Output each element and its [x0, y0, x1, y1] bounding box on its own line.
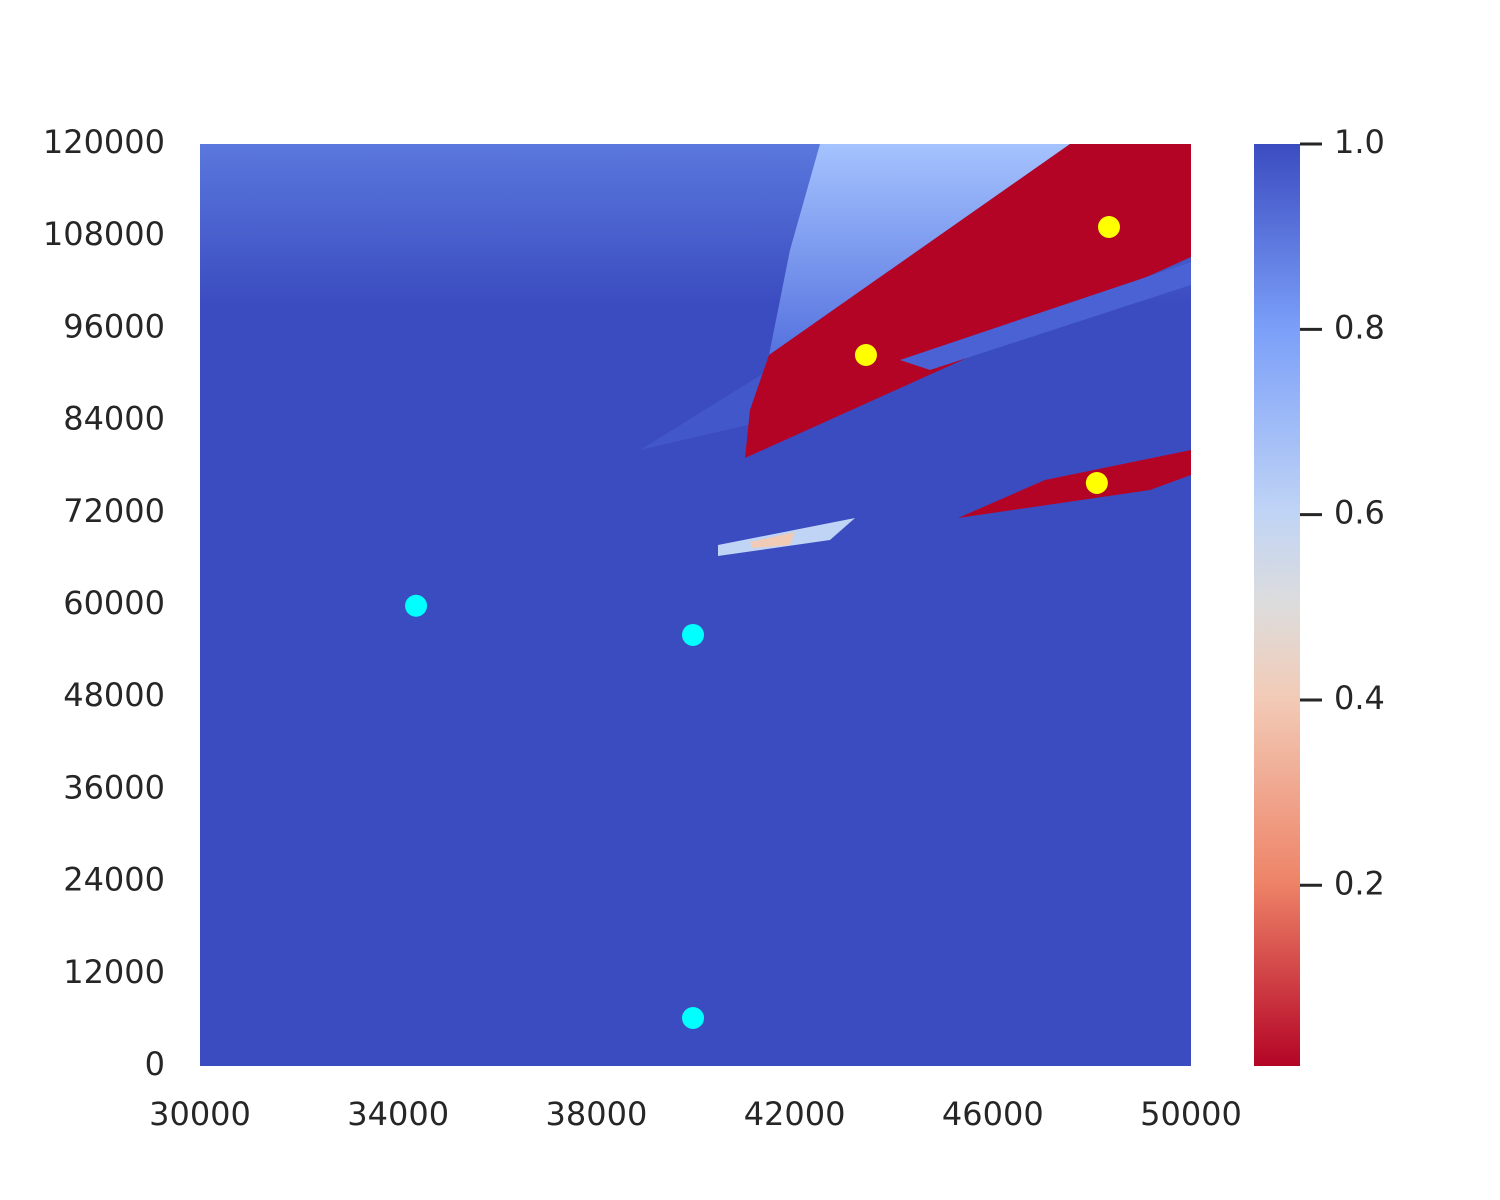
- x-tick-label: 46000: [942, 1095, 1044, 1133]
- x-tick-label: 38000: [546, 1095, 648, 1133]
- x-tick-label: 34000: [347, 1095, 449, 1133]
- point: [682, 623, 705, 646]
- y-tick-label: 24000: [63, 861, 165, 899]
- point: [1085, 471, 1108, 494]
- colorbar-tick-label: 1.0: [1334, 123, 1385, 161]
- y-tick-label: 48000: [63, 676, 165, 714]
- y-tick-label: 12000: [63, 953, 165, 991]
- y-tick-label: 120000: [43, 123, 165, 161]
- colorbar-tick-label: 0.2: [1334, 864, 1385, 902]
- x-tick-label: 50000: [1140, 1095, 1242, 1133]
- y-tick-label: 108000: [43, 215, 165, 253]
- colorbar-tick-label: 0.4: [1334, 679, 1385, 717]
- colorbar-tick-label: 0.6: [1334, 494, 1385, 532]
- colorbar-tick-label: 0.8: [1334, 308, 1385, 346]
- colorbar: [1254, 144, 1300, 1066]
- x-tick-label: 30000: [149, 1095, 251, 1133]
- point: [854, 343, 877, 366]
- y-tick-label: 0: [145, 1045, 165, 1083]
- decision-surface: [200, 144, 1191, 1066]
- point: [682, 1006, 705, 1029]
- y-tick-label: 72000: [63, 492, 165, 530]
- x-tick-label: 42000: [744, 1095, 846, 1133]
- y-tick-label: 84000: [63, 400, 165, 438]
- point: [405, 594, 428, 617]
- y-tick-label: 96000: [63, 307, 165, 345]
- y-tick-label: 60000: [63, 584, 165, 622]
- y-tick-label: 36000: [63, 768, 165, 806]
- point: [1097, 215, 1120, 238]
